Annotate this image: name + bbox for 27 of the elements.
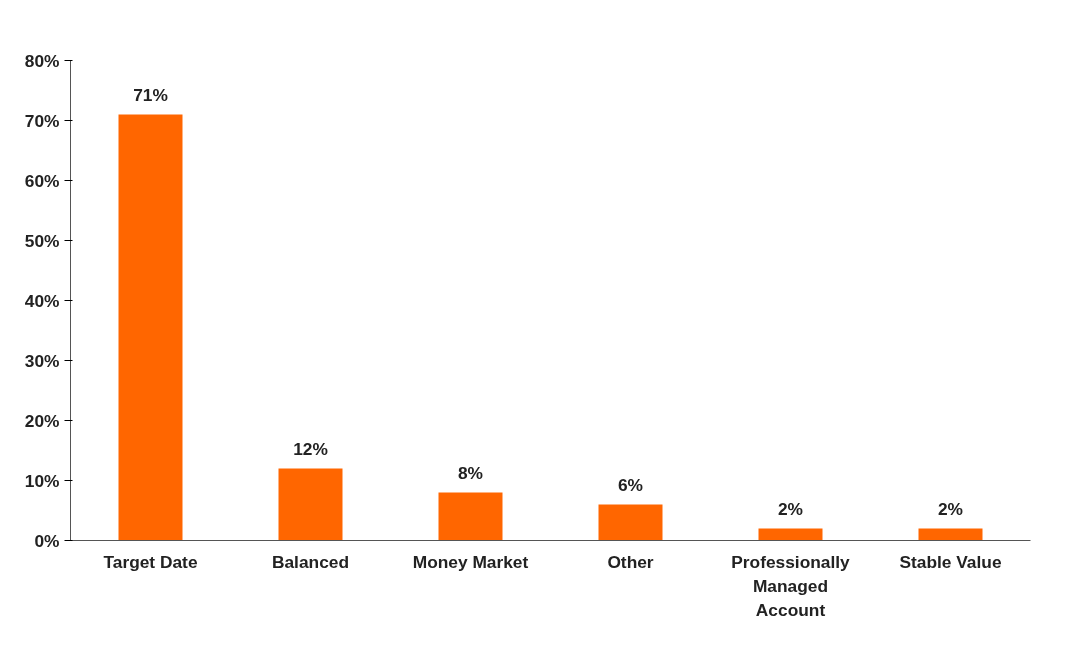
y-tick-label: 70% bbox=[24, 110, 60, 131]
y-tick-label: 50% bbox=[24, 230, 60, 251]
x-tick-label: Money Market bbox=[412, 551, 529, 572]
x-tick-label: Stable Value bbox=[899, 551, 1002, 572]
bar bbox=[438, 492, 503, 541]
x-tick-label: Target Date bbox=[103, 551, 198, 572]
bar bbox=[278, 468, 343, 541]
data-label: 2% bbox=[777, 498, 804, 519]
bar bbox=[758, 528, 823, 541]
y-tick-label: 10% bbox=[24, 470, 60, 491]
data-label: 71% bbox=[133, 84, 168, 105]
bar bbox=[118, 114, 183, 541]
bar bbox=[918, 528, 983, 541]
data-label: 6% bbox=[617, 474, 644, 495]
x-tick-label: Balanced bbox=[271, 551, 350, 572]
y-tick-label: 60% bbox=[24, 170, 60, 191]
y-tick-label: 0% bbox=[34, 530, 60, 551]
y-tick-label: 20% bbox=[24, 410, 60, 431]
data-label: 2% bbox=[937, 498, 964, 519]
x-tick-label: Professionally Managed Account bbox=[731, 551, 851, 620]
bar bbox=[598, 504, 663, 541]
y-tick-label: 40% bbox=[24, 290, 60, 311]
y-tick-label: 30% bbox=[24, 350, 60, 371]
data-label: 12% bbox=[293, 438, 328, 459]
data-label: 8% bbox=[457, 462, 484, 483]
x-tick-label: Other bbox=[607, 551, 654, 572]
y-tick-label: 80% bbox=[24, 50, 60, 71]
